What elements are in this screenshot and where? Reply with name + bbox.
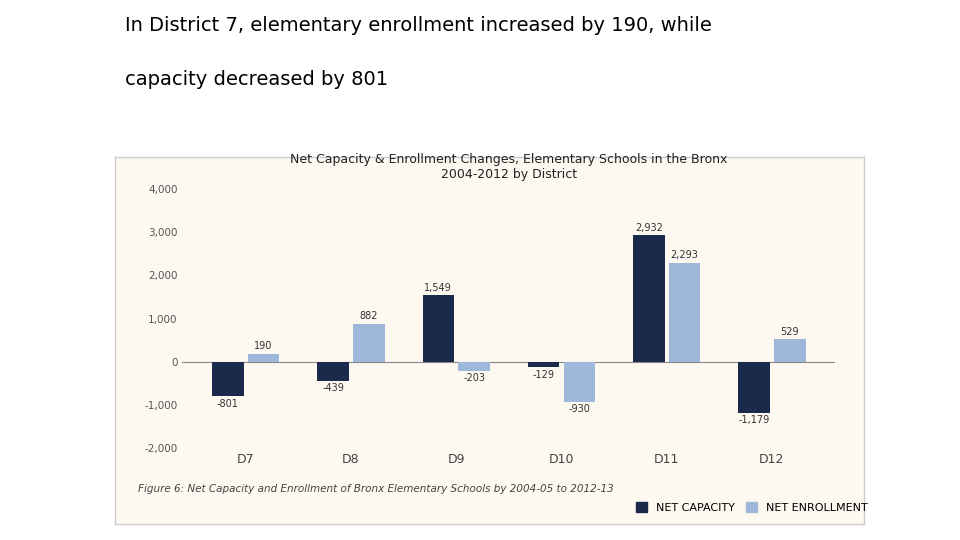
Text: 2,932: 2,932	[635, 223, 662, 233]
Bar	[422, 295, 454, 362]
Text: In District 7, elementary enrollment increased by 190, while: In District 7, elementary enrollment inc…	[125, 16, 711, 35]
Text: 1,549: 1,549	[424, 282, 452, 293]
Legend: NET CAPACITY, NET ENROLLMENT: NET CAPACITY, NET ENROLLMENT	[636, 502, 868, 513]
Bar	[353, 323, 385, 362]
Text: -801: -801	[217, 399, 239, 409]
Bar	[774, 339, 805, 362]
Text: -129: -129	[533, 370, 555, 380]
Text: 190: 190	[254, 341, 273, 351]
Text: Figure 6: Net Capacity and Enrollment of Bronx Elementary Schools by 2004-05 to : Figure 6: Net Capacity and Enrollment of…	[137, 484, 613, 495]
Bar	[738, 362, 770, 413]
Title: Net Capacity & Enrollment Changes, Elementary Schools in the Bronx
2004-2012 by : Net Capacity & Enrollment Changes, Eleme…	[290, 153, 728, 181]
Bar	[248, 354, 279, 362]
Bar	[318, 362, 348, 381]
Bar	[528, 362, 560, 367]
Bar	[458, 362, 490, 370]
Text: -1,179: -1,179	[738, 415, 770, 425]
Text: capacity decreased by 801: capacity decreased by 801	[125, 70, 388, 89]
Text: 2,293: 2,293	[671, 251, 699, 260]
Text: 529: 529	[780, 327, 799, 336]
Bar	[669, 263, 700, 362]
Text: -930: -930	[568, 404, 590, 414]
Text: 882: 882	[360, 312, 378, 321]
Text: -203: -203	[463, 373, 485, 383]
Text: -439: -439	[323, 383, 344, 393]
Bar	[212, 362, 244, 396]
Bar	[633, 235, 664, 362]
Bar	[564, 362, 595, 402]
